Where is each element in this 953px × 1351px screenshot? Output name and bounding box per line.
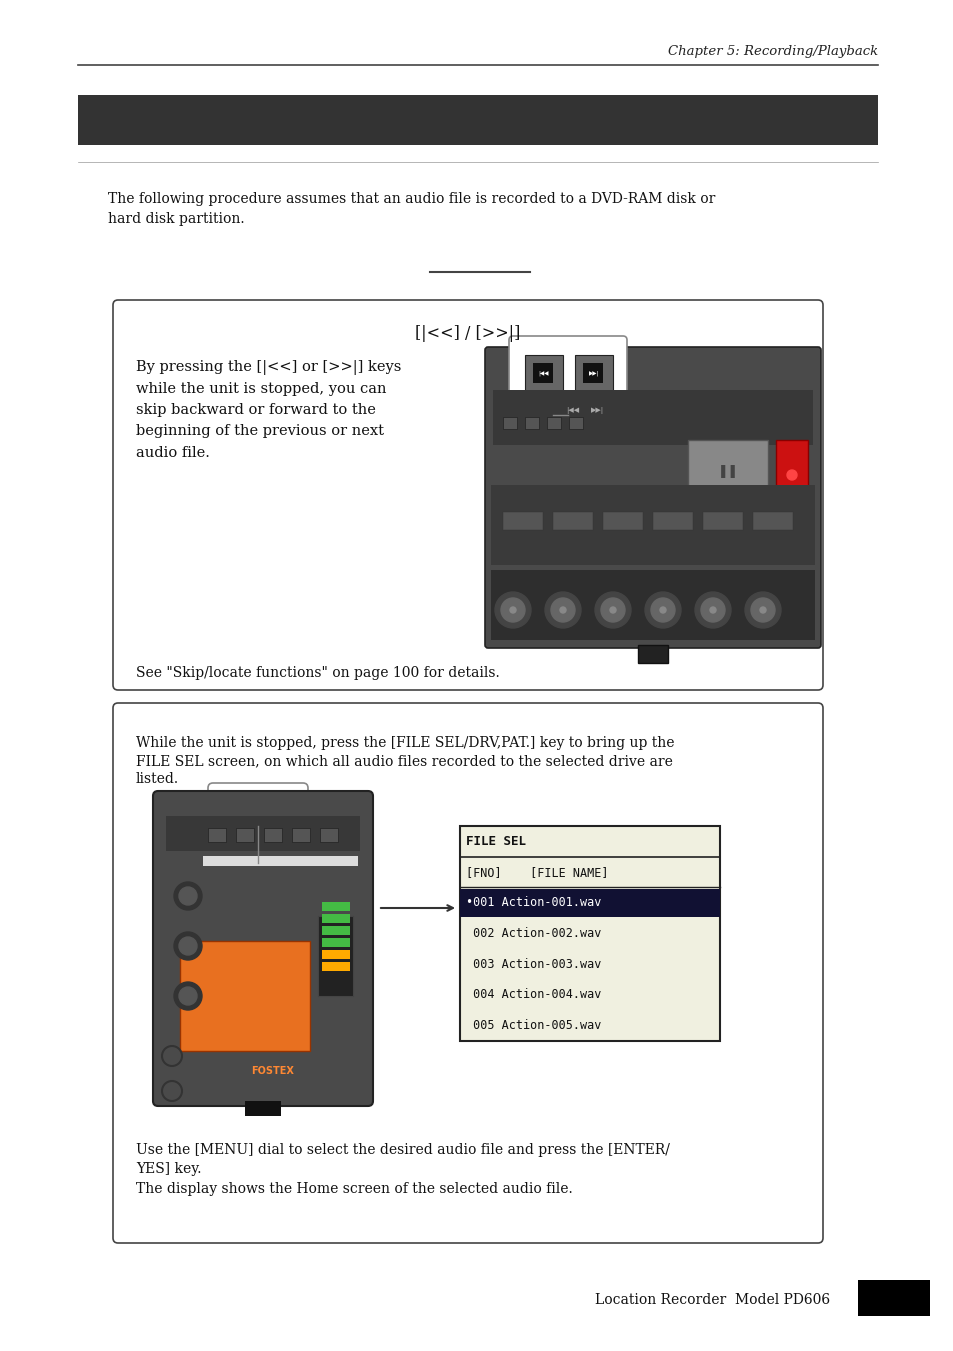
Bar [458,825,720,1042]
Bar [322,925,350,935]
Text: The following procedure assumes that an audio file is recorded to a DVD-RAM disk: The following procedure assumes that an … [108,192,715,226]
Circle shape [179,938,196,955]
Bar [857,1279,929,1316]
Bar [459,889,720,916]
Bar [322,962,350,971]
Text: listed.: listed. [136,771,179,786]
Circle shape [500,598,524,621]
Circle shape [173,982,202,1011]
Bar [568,417,582,430]
Bar [575,355,613,394]
Circle shape [173,882,202,911]
Bar [752,512,792,530]
Text: FILE SEL: FILE SEL [465,835,525,848]
Text: Location Recorder  Model PD606: Location Recorder Model PD606 [595,1293,829,1306]
FancyBboxPatch shape [112,300,822,690]
Bar [493,390,812,444]
Circle shape [700,598,724,621]
Bar [245,1101,281,1116]
FancyBboxPatch shape [484,347,821,648]
Bar [292,828,310,842]
Bar [241,805,274,835]
Circle shape [750,598,774,621]
Bar [264,828,282,842]
Bar [180,942,310,1051]
Text: By pressing the [|<<] or [>>|] keys
while the unit is stopped, you can
skip back: By pressing the [|<<] or [>>|] keys whil… [136,359,401,459]
Text: 002 Action-002.wav: 002 Action-002.wav [465,927,600,940]
Text: Use the [MENU] dial to select the desired audio file and press the [ENTER/
YES] : Use the [MENU] dial to select the desire… [136,1143,669,1196]
Bar [652,512,692,530]
Text: ▶▶|: ▶▶| [591,407,604,413]
FancyBboxPatch shape [208,784,308,867]
Text: Chapter 5: Recording/Playback: Chapter 5: Recording/Playback [667,46,877,58]
Circle shape [551,598,575,621]
Bar [491,570,814,640]
Bar [78,95,877,145]
Text: [|<<] / [>>|]: [|<<] / [>>|] [415,324,520,342]
FancyBboxPatch shape [509,336,626,419]
Bar [322,950,350,959]
Bar [546,417,560,430]
Bar [582,363,602,382]
Circle shape [650,598,675,621]
Bar [502,512,542,530]
Circle shape [544,592,580,628]
Circle shape [495,592,531,628]
Bar [491,485,814,565]
Circle shape [760,607,765,613]
Text: FOSTEX: FOSTEX [252,1066,294,1075]
Bar [524,355,562,394]
Bar [602,512,642,530]
Text: While the unit is stopped, press the [FILE SEL/DRV,PAT.] key to bring up the: While the unit is stopped, press the [FI… [136,736,674,750]
Bar [322,938,350,947]
FancyBboxPatch shape [152,790,373,1106]
Circle shape [179,888,196,905]
Circle shape [744,592,781,628]
Bar [208,828,226,842]
Circle shape [173,932,202,961]
Bar [502,417,517,430]
Text: 005 Action-005.wav: 005 Action-005.wav [465,1019,600,1032]
Circle shape [595,592,630,628]
Text: •001 Action-001.wav: •001 Action-001.wav [465,896,600,909]
Bar [203,857,357,866]
Bar [638,644,667,663]
Bar [319,828,337,842]
Text: |◀◀: |◀◀ [566,407,579,413]
Bar [317,916,353,996]
Bar [533,363,553,382]
Circle shape [600,598,624,621]
Text: [FNO]    [FILE NAME]: [FNO] [FILE NAME] [465,866,608,878]
Text: |◀◀: |◀◀ [538,370,549,376]
Text: See "Skip/locate functions" on page 100 for details.: See "Skip/locate functions" on page 100 … [136,666,499,680]
Circle shape [510,607,516,613]
Bar [775,440,807,505]
Text: FILE SEL screen, on which all audio files recorded to the selected drive are: FILE SEL screen, on which all audio file… [136,754,672,767]
Bar [166,816,359,851]
Circle shape [786,470,796,480]
Circle shape [559,607,565,613]
Circle shape [179,988,196,1005]
Bar [687,440,767,505]
Circle shape [695,592,730,628]
Circle shape [659,607,665,613]
Circle shape [644,592,680,628]
Bar [235,828,253,842]
Bar [322,915,350,923]
Bar [702,512,742,530]
Circle shape [709,607,716,613]
Text: ❚❚: ❚❚ [717,466,738,478]
FancyBboxPatch shape [112,703,822,1243]
Bar [322,902,350,911]
Bar [233,798,283,843]
Text: ▶▶|: ▶▶| [588,370,598,376]
Bar [459,825,720,1042]
Bar [524,417,538,430]
Circle shape [609,607,616,613]
Text: 004 Action-004.wav: 004 Action-004.wav [465,989,600,1001]
Text: 003 Action-003.wav: 003 Action-003.wav [465,958,600,971]
Bar [553,512,593,530]
